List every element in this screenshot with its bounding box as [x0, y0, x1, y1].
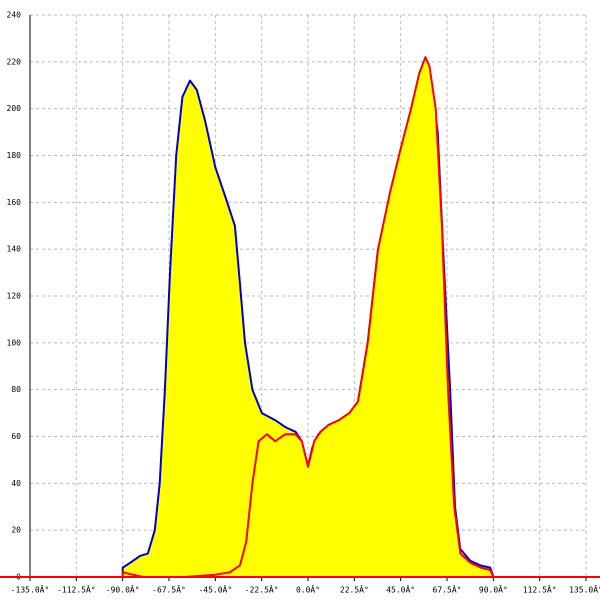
y-tick-label: 220: [7, 57, 22, 66]
y-tick-label: 240: [7, 11, 22, 20]
x-tick-label: -67.5Â°: [152, 584, 186, 595]
x-tick-label: -135.0Â°: [11, 584, 50, 595]
y-tick-label: 40: [11, 479, 21, 488]
y-tick-label: 140: [7, 245, 22, 254]
x-tick-label: -22.5Â°: [245, 584, 279, 595]
y-tick-label: 160: [7, 198, 22, 207]
x-tick-label: 0.0Â°: [296, 584, 320, 595]
y-tick-label: 20: [11, 526, 21, 535]
x-tick-label: 67.5Â°: [433, 584, 462, 595]
area-line: [121, 56, 495, 578]
y-tick-label: 80: [11, 385, 21, 394]
x-tick-label: -45.0Â°: [198, 584, 232, 595]
x-tick-label: -112.5Â°: [57, 584, 96, 595]
y-tick-label: 200: [7, 104, 22, 113]
x-tick-label: 45.0Â°: [386, 584, 415, 595]
x-tick-label: 135.0Â°: [569, 584, 600, 595]
x-tick-label: 90.0Â°: [479, 584, 508, 595]
y-tick-label: 180: [7, 151, 22, 160]
y-tick-label: 120: [7, 292, 22, 301]
x-tick-label: 22.5Â°: [340, 584, 369, 595]
y-tick-label: 100: [7, 338, 22, 347]
y-tick-label: 60: [11, 432, 21, 441]
x-tick-label: 112.5Â°: [523, 584, 557, 595]
x-tick-label: -90.0Â°: [106, 584, 140, 595]
